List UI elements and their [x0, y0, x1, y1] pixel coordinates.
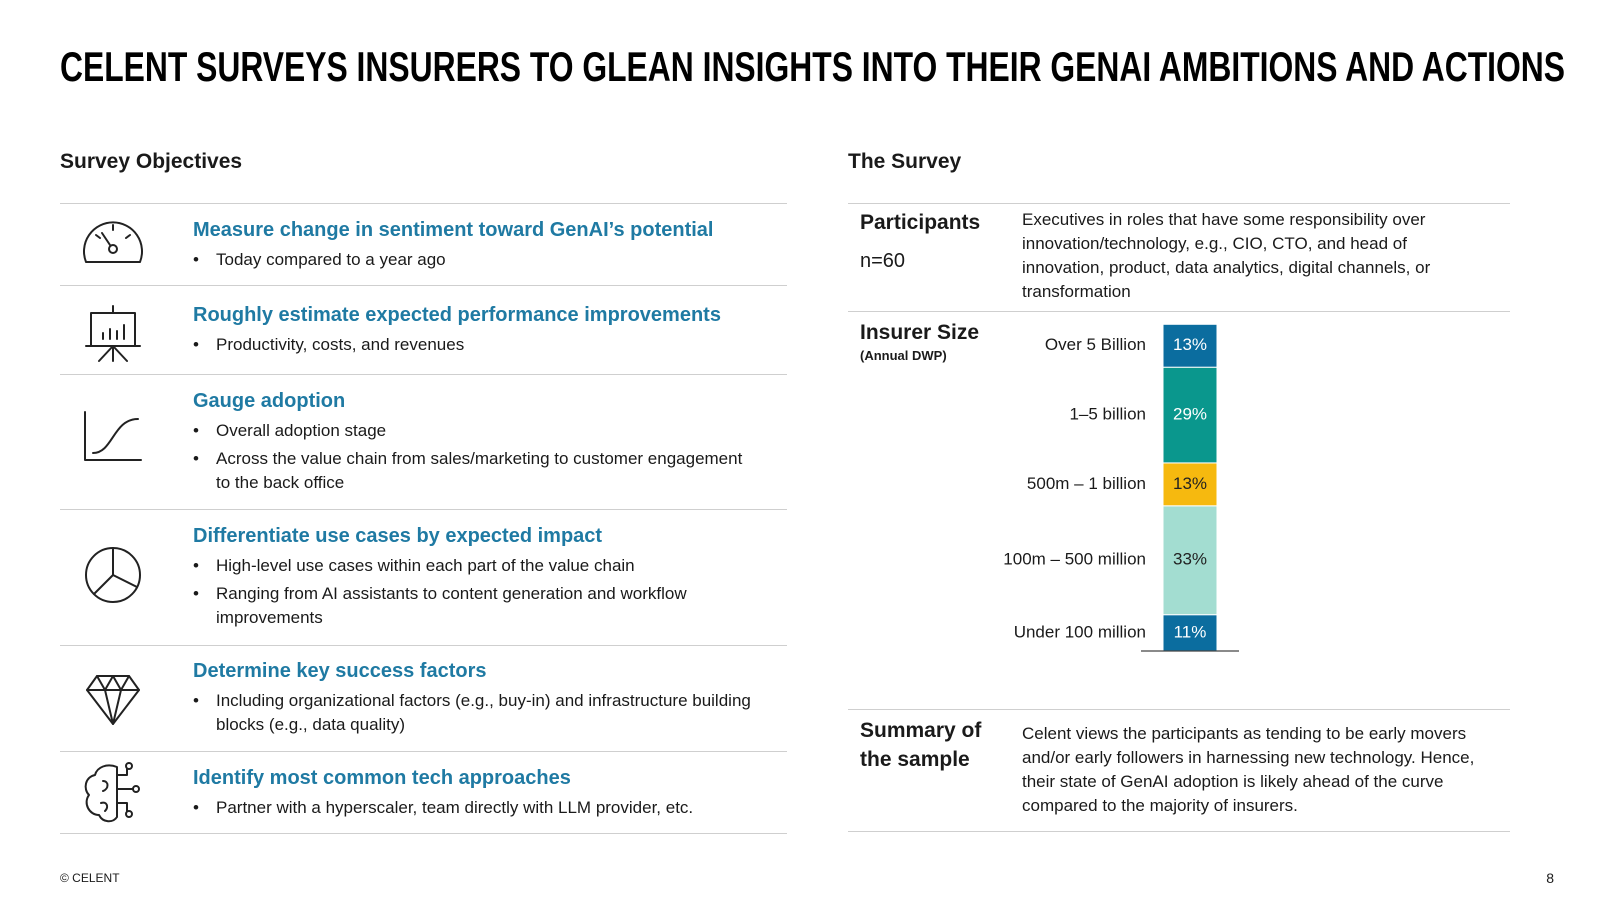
- objective-bullet: Today compared to a year ago: [193, 248, 756, 272]
- pie-icon: [85, 547, 141, 603]
- objective: Measure change in sentiment toward GenAI…: [193, 216, 756, 272]
- objective-title: Determine key success factors: [193, 660, 487, 682]
- category-label: Over 5 Billion: [1045, 335, 1146, 354]
- divider: [60, 645, 787, 646]
- row-label: Insurer Size: [860, 321, 980, 344]
- title-area: CELENT SURVEYS INSURERS TO GLEAN INSIGHT…: [60, 43, 1565, 90]
- participants-text: Executives in roles that have some respo…: [1022, 210, 1431, 301]
- divider: [60, 751, 787, 752]
- objective-title: Gauge adoption: [193, 390, 346, 412]
- brain-circuit-icon: [84, 762, 140, 823]
- category-label: 100m – 500 million: [1003, 550, 1146, 569]
- divider: [848, 709, 1510, 710]
- icons: [83, 221, 143, 823]
- objective-title: Differentiate use cases by expected impa…: [193, 525, 603, 547]
- gauge-icon: [83, 221, 143, 263]
- value-label: 13%: [1173, 335, 1207, 354]
- objective-bullet: Productivity, costs, and revenues: [193, 333, 756, 357]
- section-heading: The Survey: [848, 150, 962, 173]
- section-heading: Survey Objectives: [60, 150, 243, 173]
- row-label: Participants: [860, 211, 981, 234]
- sample-size: n=60: [860, 250, 906, 272]
- divider: [60, 833, 787, 834]
- slide-title: CELENT SURVEYS INSURERS TO GLEAN INSIGHT…: [60, 43, 1565, 90]
- objective-bullet: Across the value chain from sales/market…: [193, 447, 756, 495]
- objective: Gauge adoption Overall adoption stage Acro…: [193, 387, 756, 495]
- copyright: © CELENT: [60, 871, 120, 885]
- category-label: 500m – 1 billion: [1027, 474, 1146, 493]
- divider: [60, 509, 787, 510]
- objective-bullet: Ranging from AI assistants to content ge…: [193, 582, 756, 630]
- value-label: 11%: [1174, 622, 1207, 641]
- value-label: 33%: [1173, 550, 1207, 569]
- bar-segment: [1162, 462, 1218, 507]
- row-sublabel: (Annual DWP): [860, 348, 947, 363]
- objective-bullet: High-level use cases within each part of…: [193, 554, 756, 578]
- objective-title: Measure change in sentiment toward GenAI…: [193, 219, 714, 241]
- presentation-icon: [85, 305, 141, 362]
- s-curve-icon: [84, 411, 142, 461]
- value-label: 13%: [1173, 474, 1207, 493]
- objective-title: Roughly estimate expected performance im…: [193, 304, 721, 326]
- category-label: Under 100 million: [1014, 622, 1146, 641]
- bar-segment: [1162, 323, 1218, 368]
- objective-bullet: Including organizational factors (e.g., …: [193, 689, 756, 737]
- objective: Differentiate use cases by expected impa…: [193, 522, 756, 630]
- divider: [60, 374, 787, 375]
- bar-segment: [1162, 366, 1218, 464]
- objective: Determine key success factors Including o…: [193, 657, 756, 737]
- divider: [60, 285, 787, 286]
- objective-bullet: Overall adoption stage: [193, 419, 756, 443]
- page-number: 8: [1546, 870, 1554, 886]
- row-label: Summary of the sample: [860, 719, 982, 771]
- bar-segment: [1162, 614, 1218, 652]
- objective: Identify most common tech approaches Part…: [193, 764, 756, 820]
- category-label: 1–5 billion: [1069, 405, 1146, 424]
- objective-bullet: Partner with a hyperscaler, team directl…: [193, 796, 756, 820]
- objective: Roughly estimate expected performance im…: [193, 301, 756, 357]
- divider: [848, 831, 1510, 832]
- divider: [848, 311, 1510, 312]
- divider: [60, 203, 787, 204]
- summary-text: Celent views the participants as tending…: [1022, 724, 1475, 815]
- divider: [848, 203, 1510, 204]
- value-label: 29%: [1173, 405, 1207, 424]
- diamond-icon: [86, 675, 140, 725]
- objective-title: Identify most common tech approaches: [193, 767, 571, 789]
